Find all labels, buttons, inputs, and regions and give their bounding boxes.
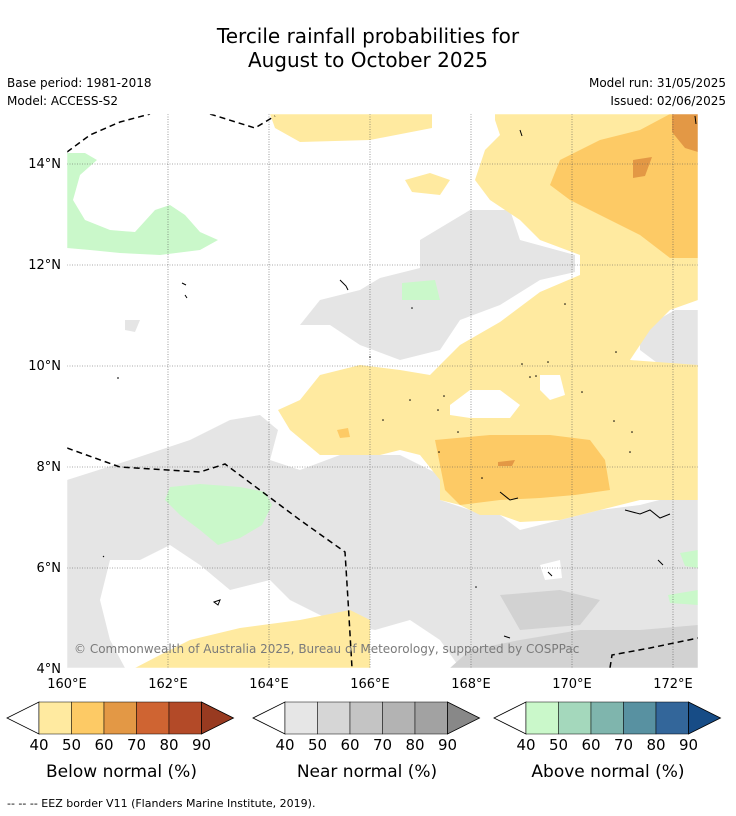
model-run-label: Model run: 31/05/2025 [588,76,726,90]
colorbar-segment [525,701,559,735]
map-title-line2: August to October 2025 [247,48,489,72]
lat-tick-label: 8°N [37,460,62,475]
lat-tick-label: 4°N [37,662,62,677]
base-period-label: Base period: 1981-2018 [7,76,152,90]
lat-tick-label: 12°N [28,258,61,273]
colorbar-under-extension [493,701,527,735]
below-normal-colorbar-label: Below normal (%) [46,762,197,782]
below-normal-50-regions [337,114,698,505]
map-plot-area: © Commonwealth of Australia 2025, Bureau… [67,114,698,668]
colorbar-segment [655,701,689,735]
colorbar-over-extension [688,701,722,735]
colorbar-tick-label: 90 [438,736,457,754]
lon-tick-label: 172°E [653,677,693,692]
island-dots [369,303,633,588]
above-normal-colorbar-label: Above normal (%) [531,762,685,782]
colorbar-over-extension [201,701,235,735]
colorbar-tick-label: 40 [275,736,294,754]
colorbar-tick-label: 70 [614,736,633,754]
colorbar-tick-label: 60 [340,736,359,754]
axis-tick-labels: 160°E 162°E 164°E 166°E 168°E 170°E 172°… [28,157,693,692]
colorbar-segment [317,701,351,735]
colorbar-segment [38,701,72,735]
below-normal-colorbar: 40 50 60 70 80 90 [6,701,235,754]
map-gridlines [67,114,698,668]
model-label: Model: ACCESS-S2 [7,94,119,108]
colorbar-segment [284,701,318,735]
lat-tick-label: 14°N [28,157,61,172]
colorbar-tick-label: 80 [405,736,424,754]
colorbar-tick-label: 90 [192,736,211,754]
map-frame [66,113,699,669]
colorbar-over-extension [447,701,481,735]
copyright-credit: © Commonwealth of Australia 2025, Bureau… [74,642,579,656]
island-outlines [102,115,697,639]
below-normal-60-regions [498,114,698,466]
near-normal-colorbar: 40 50 60 70 80 90 [252,701,481,754]
lat-tick-label: 6°N [37,561,62,576]
colorbar-tick-label: 80 [646,736,665,754]
lon-tick-label: 162°E [148,677,188,692]
lon-tick-label: 166°E [350,677,390,692]
colorbar-segment [590,701,624,735]
colorbar-tick-label: 40 [516,736,535,754]
lat-tick-label: 10°N [28,359,61,374]
eez-border-lines [67,114,698,668]
colorbar-tick-label: 90 [679,736,698,754]
lon-tick-label: 164°E [249,677,289,692]
colorbar-tick-label: 50 [62,736,81,754]
eez-footnote: -- -- -- EEZ border V11 (Flanders Marine… [7,797,316,810]
colorbar-tick-label: 70 [127,736,146,754]
colorbar-under-extension [252,701,286,735]
near-normal-colorbar-label: Near normal (%) [296,762,438,782]
colorbar-segment [71,701,105,735]
colorbar-tick-label: 40 [29,736,48,754]
blank-regions [450,375,565,580]
colorbar-segment [558,701,592,735]
colorbar-tick-label: 60 [581,736,600,754]
colorbar-segment [623,701,657,735]
colorbar-tick-label: 50 [308,736,327,754]
near-normal-50-regions [450,590,698,668]
lon-tick-label: 168°E [451,677,491,692]
issued-label: Issued: 02/06/2025 [610,94,726,108]
colorbar-segment [414,701,448,735]
colorbar-segment [349,701,383,735]
colorbar-tick-label: 50 [549,736,568,754]
colorbar-segment [103,701,137,735]
map-title-line1: Tercile rainfall probabilities for [216,24,520,48]
lon-tick-label: 170°E [552,677,592,692]
colorbar-segment [382,701,416,735]
colorbar-tick-label: 80 [159,736,178,754]
colorbar-legends: 40 50 60 70 80 90 40 50 60 70 80 90 40 50 60 70 80 90 [6,701,722,754]
above-normal-colorbar: 40 50 60 70 80 90 [493,701,722,754]
colorbar-tick-label: 70 [373,736,392,754]
colorbar-segment [136,701,170,735]
lon-tick-label: 160°E [47,677,87,692]
colorbar-segment [168,701,202,735]
colorbar-tick-label: 60 [94,736,113,754]
colorbar-under-extension [6,701,40,735]
above-normal-regions [67,153,698,605]
